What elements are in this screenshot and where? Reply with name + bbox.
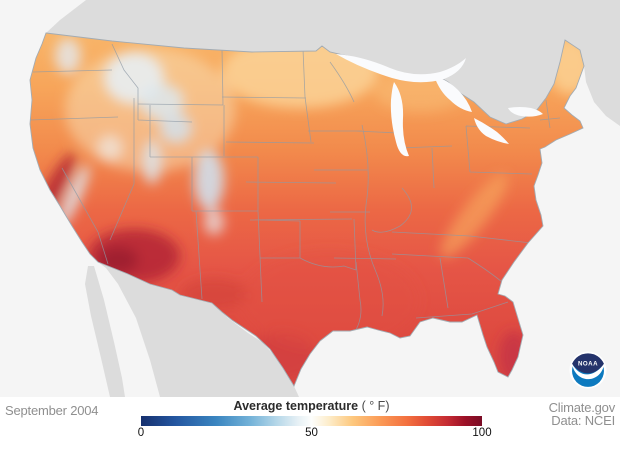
noaa-logo-navy-sky — [572, 353, 604, 374]
baja-california — [85, 266, 125, 397]
date-label: September 2004 — [5, 403, 99, 418]
tick-max: 100 — [472, 427, 492, 439]
colorbar-ticks: 0 50 100 — [137, 427, 492, 441]
lake-huron — [434, 76, 472, 112]
lake-michigan — [390, 82, 409, 157]
vancouver-island — [94, 4, 172, 28]
colorbar — [141, 416, 482, 426]
tick-mid: 50 — [305, 427, 318, 439]
state-borders — [30, 43, 561, 337]
noaa-logo: NOAA — [569, 351, 607, 389]
attribution-data: Data: NCEI — [551, 413, 615, 428]
us-temperature-map — [29, 0, 620, 397]
noaa-seagull-icon — [572, 363, 604, 380]
lake-ontario — [508, 107, 543, 117]
map-area: NOAA — [29, 0, 620, 397]
footer: September 2004 Average temperature ( ° F… — [0, 397, 620, 450]
legend-title-units: ( ° F) — [361, 399, 390, 413]
noaa-logo-text: NOAA — [578, 361, 598, 368]
attribution-site: Climate.gov — [548, 400, 616, 415]
lake-erie — [474, 118, 509, 144]
mexico-region — [98, 262, 299, 397]
tick-min: 0 — [137, 427, 145, 439]
legend-title: Average temperature ( ° F) — [141, 399, 482, 413]
legend-title-text: Average temperature — [233, 399, 359, 413]
great-lakes — [336, 54, 543, 157]
lake-superior — [336, 54, 466, 83]
attribution: Climate.gov Data: NCEI — [548, 400, 616, 428]
temperature-legend: Average temperature ( ° F) 0 50 100 — [137, 399, 492, 441]
canada-region — [46, 0, 620, 126]
